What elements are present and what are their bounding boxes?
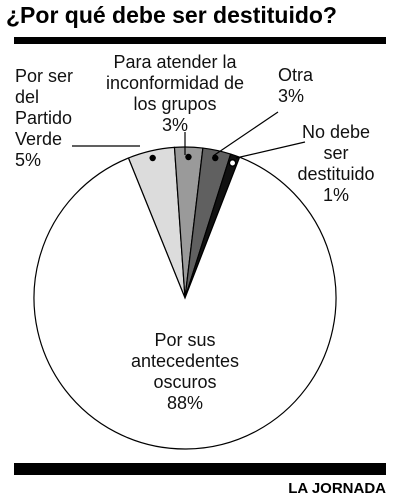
value-label: 1%	[322, 185, 349, 205]
slice-label: Otra 3%	[278, 65, 328, 107]
leader-dot	[149, 154, 156, 162]
chart-title: ¿Por qué debe ser destituido?	[6, 2, 337, 28]
source: LA JORNADA	[288, 480, 386, 497]
leader-line	[235, 141, 306, 159]
category-label: Otra	[278, 65, 314, 85]
pie-slice	[33, 156, 337, 450]
value-label: 3%	[278, 86, 305, 106]
leader-line	[212, 111, 279, 157]
leader-dot	[228, 159, 237, 167]
category-label: Por sus antecedentes oscuros	[130, 330, 240, 392]
leader-dot	[185, 153, 192, 161]
slice-label: Por sus antecedentes oscuros 88%	[105, 330, 265, 414]
value-label: 88%	[166, 393, 204, 413]
slice-label: Por ser del Partido Verde 5%	[15, 66, 87, 171]
value-label: 5%	[15, 150, 42, 170]
value-label: 3%	[161, 115, 188, 135]
bottom-rule	[14, 463, 386, 475]
category-label: Para atender la inconformidad de los gru…	[105, 52, 245, 114]
category-label: Por ser del Partido Verde	[15, 66, 74, 149]
slice-label: Para atender la inconformidad de los gru…	[100, 52, 250, 136]
slice-label: No debe ser destituido 1%	[290, 122, 382, 206]
top-rule	[14, 37, 386, 44]
category-label: No debe ser destituido	[297, 122, 375, 184]
leader-dot	[212, 154, 219, 162]
